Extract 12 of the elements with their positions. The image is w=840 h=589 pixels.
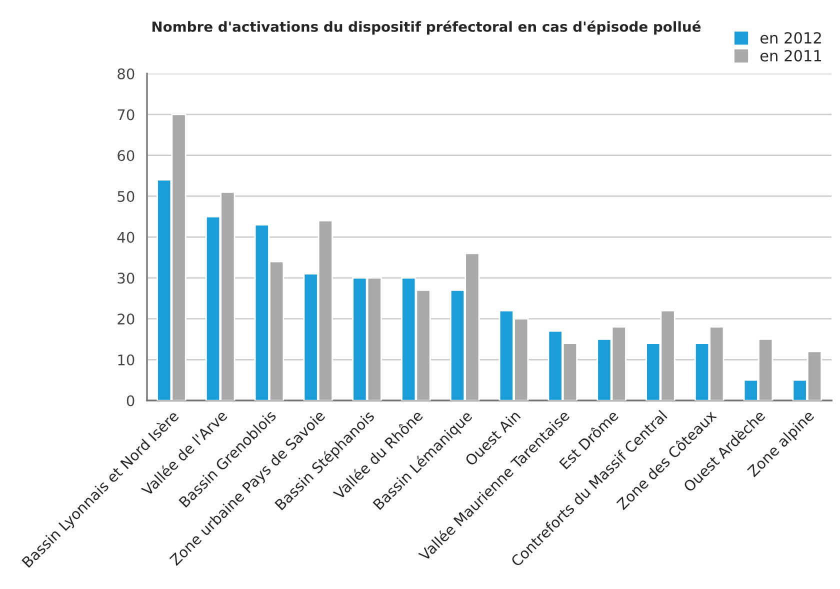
y-tick-label: 80 bbox=[118, 68, 134, 80]
y-tick-label: 70 bbox=[118, 109, 134, 120]
legend-label: en 2012 bbox=[760, 32, 821, 44]
y-tick-label: 60 bbox=[118, 150, 134, 162]
y-tick-label: 10 bbox=[118, 354, 134, 366]
legend-label: en 2011 bbox=[760, 50, 822, 62]
y-tick-label: 20 bbox=[118, 314, 134, 325]
chart-title: Nombre d'activations du dispositif préfectoral en cas d'épisode pollué bbox=[152, 20, 701, 35]
y-tick-label: 50 bbox=[118, 190, 134, 202]
y-tick-label: 40 bbox=[117, 232, 134, 243]
y-tick-label: 30 bbox=[118, 272, 134, 284]
y-tick-label: 0 bbox=[126, 395, 134, 406]
